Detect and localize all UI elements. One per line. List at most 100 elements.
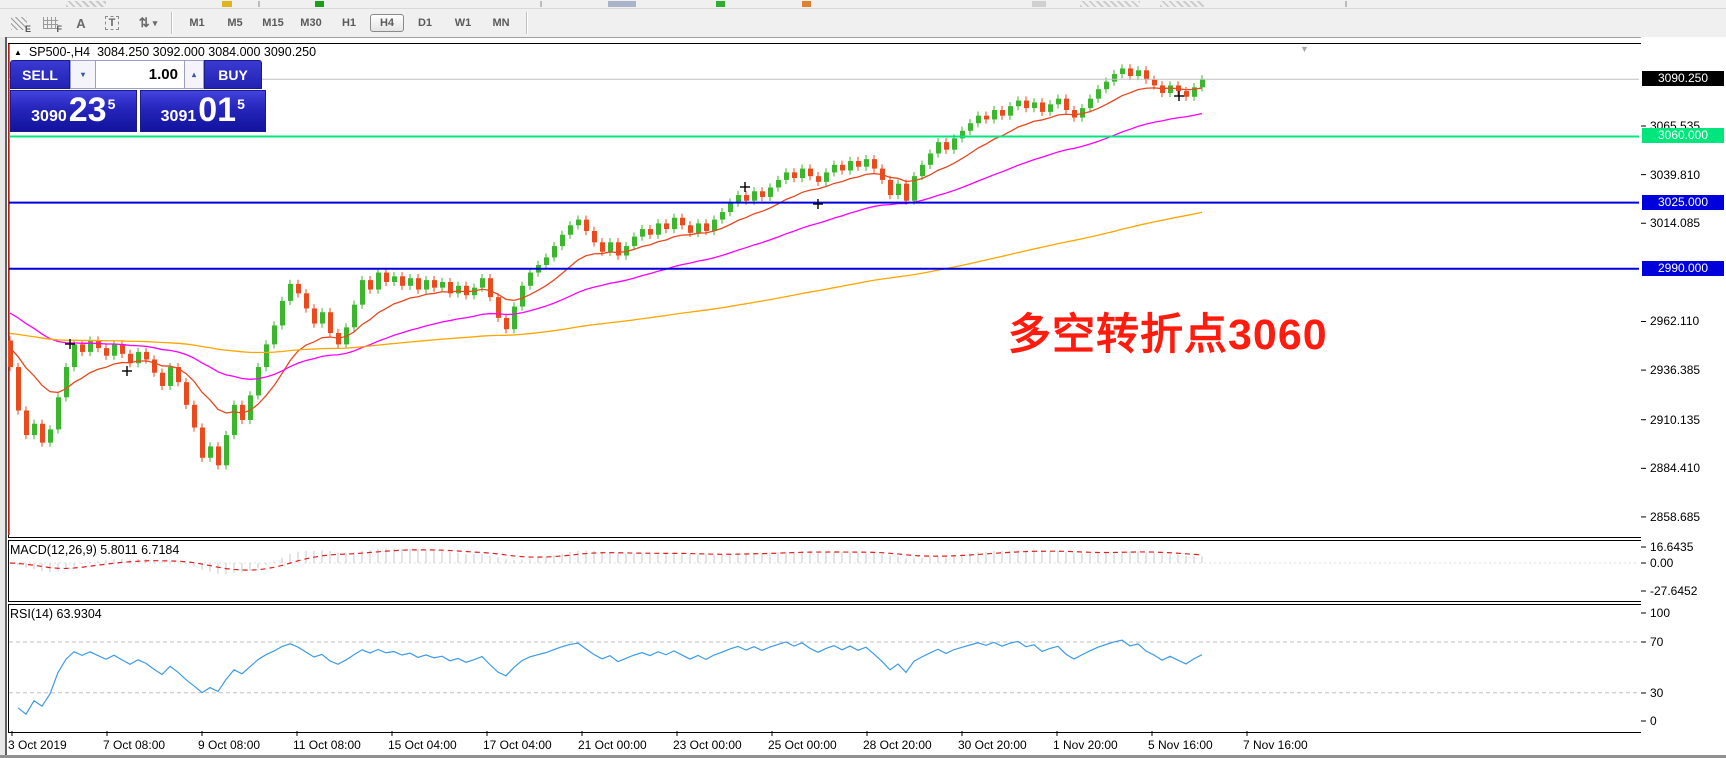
ellipse-tool-icon[interactable]: E [7, 13, 31, 34]
time-axis-label: 23 Oct 00:00 [673, 738, 742, 752]
trade-controls-row: SELL ▾ ▴ BUY [10, 60, 266, 89]
macd-axis-label: -27.6452 [1650, 584, 1698, 598]
timeframe-button-m5[interactable]: M5 [227, 17, 243, 29]
candle-body [616, 242, 621, 256]
candle-body [1160, 85, 1165, 93]
candle-body [248, 395, 253, 420]
sell-quote[interactable]: 3090 23 5 [10, 90, 137, 132]
candle-body [160, 372, 165, 386]
candle-body [1096, 89, 1101, 99]
candle-body [264, 344, 269, 368]
candle-body [1200, 79, 1205, 88]
candle-body [32, 423, 37, 436]
time-axis-label: 21 Oct 00:00 [578, 738, 647, 752]
candle-body [1072, 110, 1077, 118]
candle-body [944, 142, 949, 150]
candle-body [96, 340, 101, 349]
candle-body [336, 333, 341, 345]
collapse-triangle-icon[interactable]: ▲ [14, 47, 22, 57]
candle-body [72, 344, 77, 368]
candle-body [272, 325, 277, 345]
candle-body [600, 242, 605, 252]
candle-body [920, 164, 925, 177]
main-chart-panel[interactable] [8, 43, 1642, 538]
candle-body [232, 404, 237, 436]
time-axis-label: 9 Oct 08:00 [198, 738, 261, 752]
candle-body [768, 187, 773, 197]
ellipse-letter: E [24, 24, 31, 34]
candle-body [800, 168, 805, 179]
candle-body [224, 435, 229, 466]
candle-body [696, 223, 701, 233]
candle-body [968, 123, 973, 131]
timeframe-button-m1[interactable]: M1 [189, 17, 205, 29]
toolbar-fragment [716, 1, 725, 7]
sell-price-fraction: 5 [107, 96, 116, 112]
rsi-line [17, 639, 1203, 716]
timeframe-button-h4[interactable]: H4 [370, 14, 404, 32]
timeframe-button-m30[interactable]: M30 [300, 17, 322, 29]
candle-body [544, 257, 549, 265]
candle-body [992, 110, 997, 120]
chevron-down-icon: ▾ [152, 17, 158, 28]
label-tool-icon[interactable]: T [100, 13, 124, 33]
arrows-glyph: ⇅ [138, 15, 150, 30]
price-tag: 3060.000 [1642, 128, 1724, 143]
buy-quote[interactable]: 3091 01 5 [139, 90, 266, 132]
fibonacci-tool-icon[interactable]: F [38, 13, 63, 34]
candle-body [312, 308, 317, 324]
time-axis-label: 3 Oct 2019 [8, 738, 67, 752]
rsi-axis-label: 0 [1650, 714, 1657, 728]
candle-body [392, 276, 397, 282]
arrows-tool-icon[interactable]: ⇅ ▾ [131, 13, 165, 33]
candle-body [192, 404, 197, 428]
time-axis-label: 7 Nov 16:00 [1243, 738, 1308, 752]
price-tag: 3025.000 [1642, 195, 1724, 210]
candle-body [440, 281, 445, 288]
candle-body [1136, 70, 1141, 76]
trade-quotes-row: 3090 23 5 3091 01 5 [10, 90, 266, 132]
toolbar-separator [526, 12, 527, 34]
text-tool-icon[interactable]: A [69, 13, 93, 33]
buy-button[interactable]: BUY [204, 60, 262, 89]
toolbar-fragment [1345, 1, 1347, 7]
candle-body [912, 176, 917, 201]
candle-body [632, 236, 637, 247]
candle-body [952, 138, 957, 150]
candle-body [360, 280, 365, 305]
candle-body [352, 304, 357, 328]
timeframe-button-mn[interactable]: MN [492, 17, 510, 29]
candle-body [200, 427, 205, 458]
toolbar-fragment [1032, 1, 1046, 7]
candle-body [424, 280, 429, 290]
volume-input[interactable] [96, 60, 185, 89]
timeframe-button-d1[interactable]: D1 [417, 17, 433, 29]
candle-body [368, 280, 373, 290]
candle-body [80, 344, 85, 352]
candle-body [464, 285, 469, 296]
candle-body [776, 179, 781, 188]
volume-dropdown-button[interactable]: ▾ [70, 60, 96, 89]
candle-body [1048, 104, 1053, 112]
candle-body [256, 367, 261, 396]
volume-spin-up-button[interactable]: ▴ [185, 60, 204, 89]
rsi-panel[interactable] [8, 604, 1642, 733]
price-axis-area[interactable] [1641, 37, 1726, 737]
candle-body [136, 351, 141, 364]
candle-body [784, 172, 789, 180]
macd-panel[interactable] [8, 540, 1642, 602]
candle-body [1144, 70, 1149, 80]
price-tick-label: 3014.085 [1650, 216, 1701, 230]
timeframe-button-h1[interactable]: H1 [341, 17, 357, 29]
sell-button[interactable]: SELL [10, 60, 70, 89]
timeframe-button-w1[interactable]: W1 [454, 17, 472, 29]
timeframe-button-m15[interactable]: M15 [262, 17, 284, 29]
candle-body [808, 168, 813, 177]
candle-body [1024, 100, 1029, 109]
ohlc-readout: 3084.250 3092.000 3084.000 3090.250 [97, 45, 317, 59]
candle-body [744, 195, 749, 201]
candle-body [1016, 100, 1021, 107]
buy-price-pips: 01 [198, 91, 237, 129]
fibo-letter: F [56, 24, 63, 34]
